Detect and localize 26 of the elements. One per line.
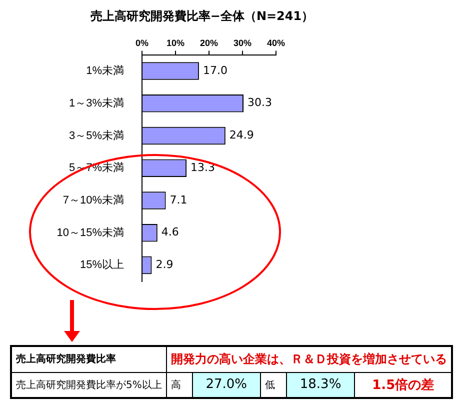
data-label: 30.3	[248, 96, 272, 110]
data-label: 4.6	[161, 226, 179, 239]
y-tick-label: 7～10%未満	[62, 194, 124, 207]
data-label: 24.9	[229, 128, 254, 142]
x-tick-label: 20%	[200, 38, 218, 48]
text: 低	[260, 372, 286, 398]
data-label: 17.0	[202, 64, 228, 77]
y-tick-label: 3～5%未満	[68, 128, 124, 142]
x-tick-label: 0%	[135, 38, 149, 48]
text: 売上高研究開発費比率が5%以上	[11, 372, 166, 398]
text: 売上高研究開発費比率	[11, 346, 166, 372]
data-label: 7.1	[170, 193, 188, 206]
x-tick-label: 40%	[266, 38, 286, 48]
y-tick-label: 1%未満	[86, 64, 124, 78]
y-tick-label: 1～3%未満	[68, 96, 124, 110]
chart-title: 売上高研究開発費比率−全体（N=241）	[89, 8, 315, 25]
data-label: 2.9	[156, 258, 174, 272]
text: 27.0%	[192, 372, 261, 398]
x-tick-label: 10%	[166, 38, 185, 48]
y-tick-label: 10～15%未満	[56, 226, 124, 239]
text: 18.3%	[286, 372, 355, 398]
text: 1.5倍の差	[354, 372, 452, 398]
y-tick-label: 15%以上	[80, 258, 124, 272]
x-tick-label: 30%	[233, 38, 252, 48]
text: 高	[166, 372, 192, 398]
text: 開発力の高い企業は、Ｒ＆Ｄ投資を増加させている	[166, 346, 452, 372]
